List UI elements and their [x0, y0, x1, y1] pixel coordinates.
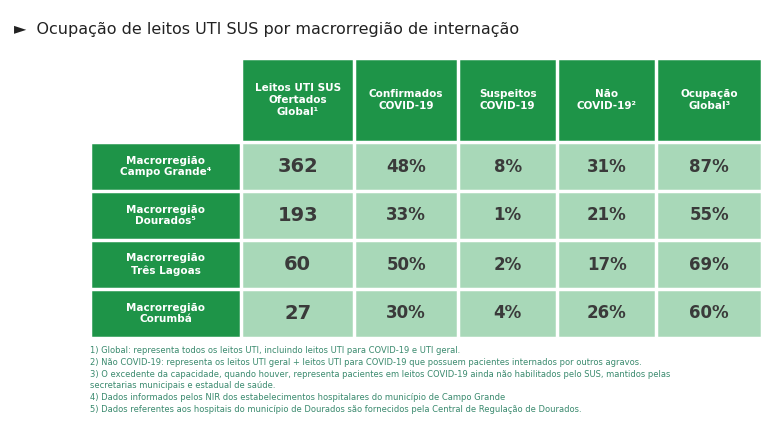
Text: Não
COVID-19²: Não COVID-19² [577, 89, 637, 111]
Text: Leitos UTI SUS
Ofertados
Global¹: Leitos UTI SUS Ofertados Global¹ [255, 83, 341, 116]
Text: 30%: 30% [386, 304, 426, 322]
Bar [355, 240, 458, 289]
Text: 48%: 48% [386, 157, 426, 176]
Bar [656, 191, 762, 240]
Bar [355, 58, 458, 142]
Text: 1) Global: representa todos os leitos UTI, incluindo leitos UTI para COVID-19 e : 1) Global: representa todos os leitos UT… [90, 346, 670, 414]
Bar [557, 142, 656, 191]
Text: 193: 193 [277, 206, 318, 225]
Text: 55%: 55% [689, 206, 729, 224]
Text: 1%: 1% [494, 206, 521, 224]
Text: Macrorregião
Dourados⁵: Macrorregião Dourados⁵ [126, 205, 205, 226]
Bar [355, 142, 458, 191]
Bar [656, 58, 762, 142]
Bar [241, 142, 355, 191]
Bar [241, 240, 355, 289]
Bar [90, 289, 241, 338]
Text: 33%: 33% [386, 206, 426, 224]
Bar [656, 142, 762, 191]
Text: 60%: 60% [689, 304, 729, 322]
Bar [90, 240, 241, 289]
Text: 21%: 21% [587, 206, 626, 224]
Text: 27: 27 [284, 304, 311, 323]
Text: Suspeitos
COVID-19: Suspeitos COVID-19 [479, 89, 536, 111]
Text: 50%: 50% [386, 255, 426, 273]
Text: 362: 362 [277, 157, 318, 176]
Text: ►  Ocupação de leitos UTI SUS por macrorregião de internação: ► Ocupação de leitos UTI SUS por macrorr… [14, 22, 519, 37]
Bar [557, 240, 656, 289]
Bar [241, 289, 355, 338]
Bar [557, 289, 656, 338]
Text: 69%: 69% [689, 255, 729, 273]
Bar [355, 191, 458, 240]
Bar [656, 289, 762, 338]
Text: 87%: 87% [689, 157, 729, 176]
Bar [458, 58, 557, 142]
Bar [241, 58, 355, 142]
Text: 8%: 8% [494, 157, 521, 176]
Bar [458, 240, 557, 289]
Bar [557, 58, 656, 142]
Bar [458, 142, 557, 191]
Bar [656, 240, 762, 289]
Text: Macrorregião
Três Lagoas: Macrorregião Três Lagoas [126, 254, 205, 276]
Text: Macrorregião
Campo Grande⁴: Macrorregião Campo Grande⁴ [120, 156, 211, 177]
Text: 2%: 2% [494, 255, 521, 273]
Bar [90, 142, 241, 191]
Text: Macrorregião
Corumbá: Macrorregião Corumbá [126, 303, 205, 324]
Text: Ocupação
Global³: Ocupação Global³ [681, 89, 738, 111]
Text: 31%: 31% [587, 157, 626, 176]
Text: 17%: 17% [587, 255, 626, 273]
Bar [355, 289, 458, 338]
Bar [557, 191, 656, 240]
Text: Confirmados
COVID-19: Confirmados COVID-19 [369, 89, 443, 111]
Bar [458, 289, 557, 338]
Text: 60: 60 [284, 255, 311, 274]
Bar [90, 191, 241, 240]
Bar [458, 191, 557, 240]
Bar [241, 191, 355, 240]
Text: 26%: 26% [587, 304, 626, 322]
Text: 4%: 4% [494, 304, 521, 322]
